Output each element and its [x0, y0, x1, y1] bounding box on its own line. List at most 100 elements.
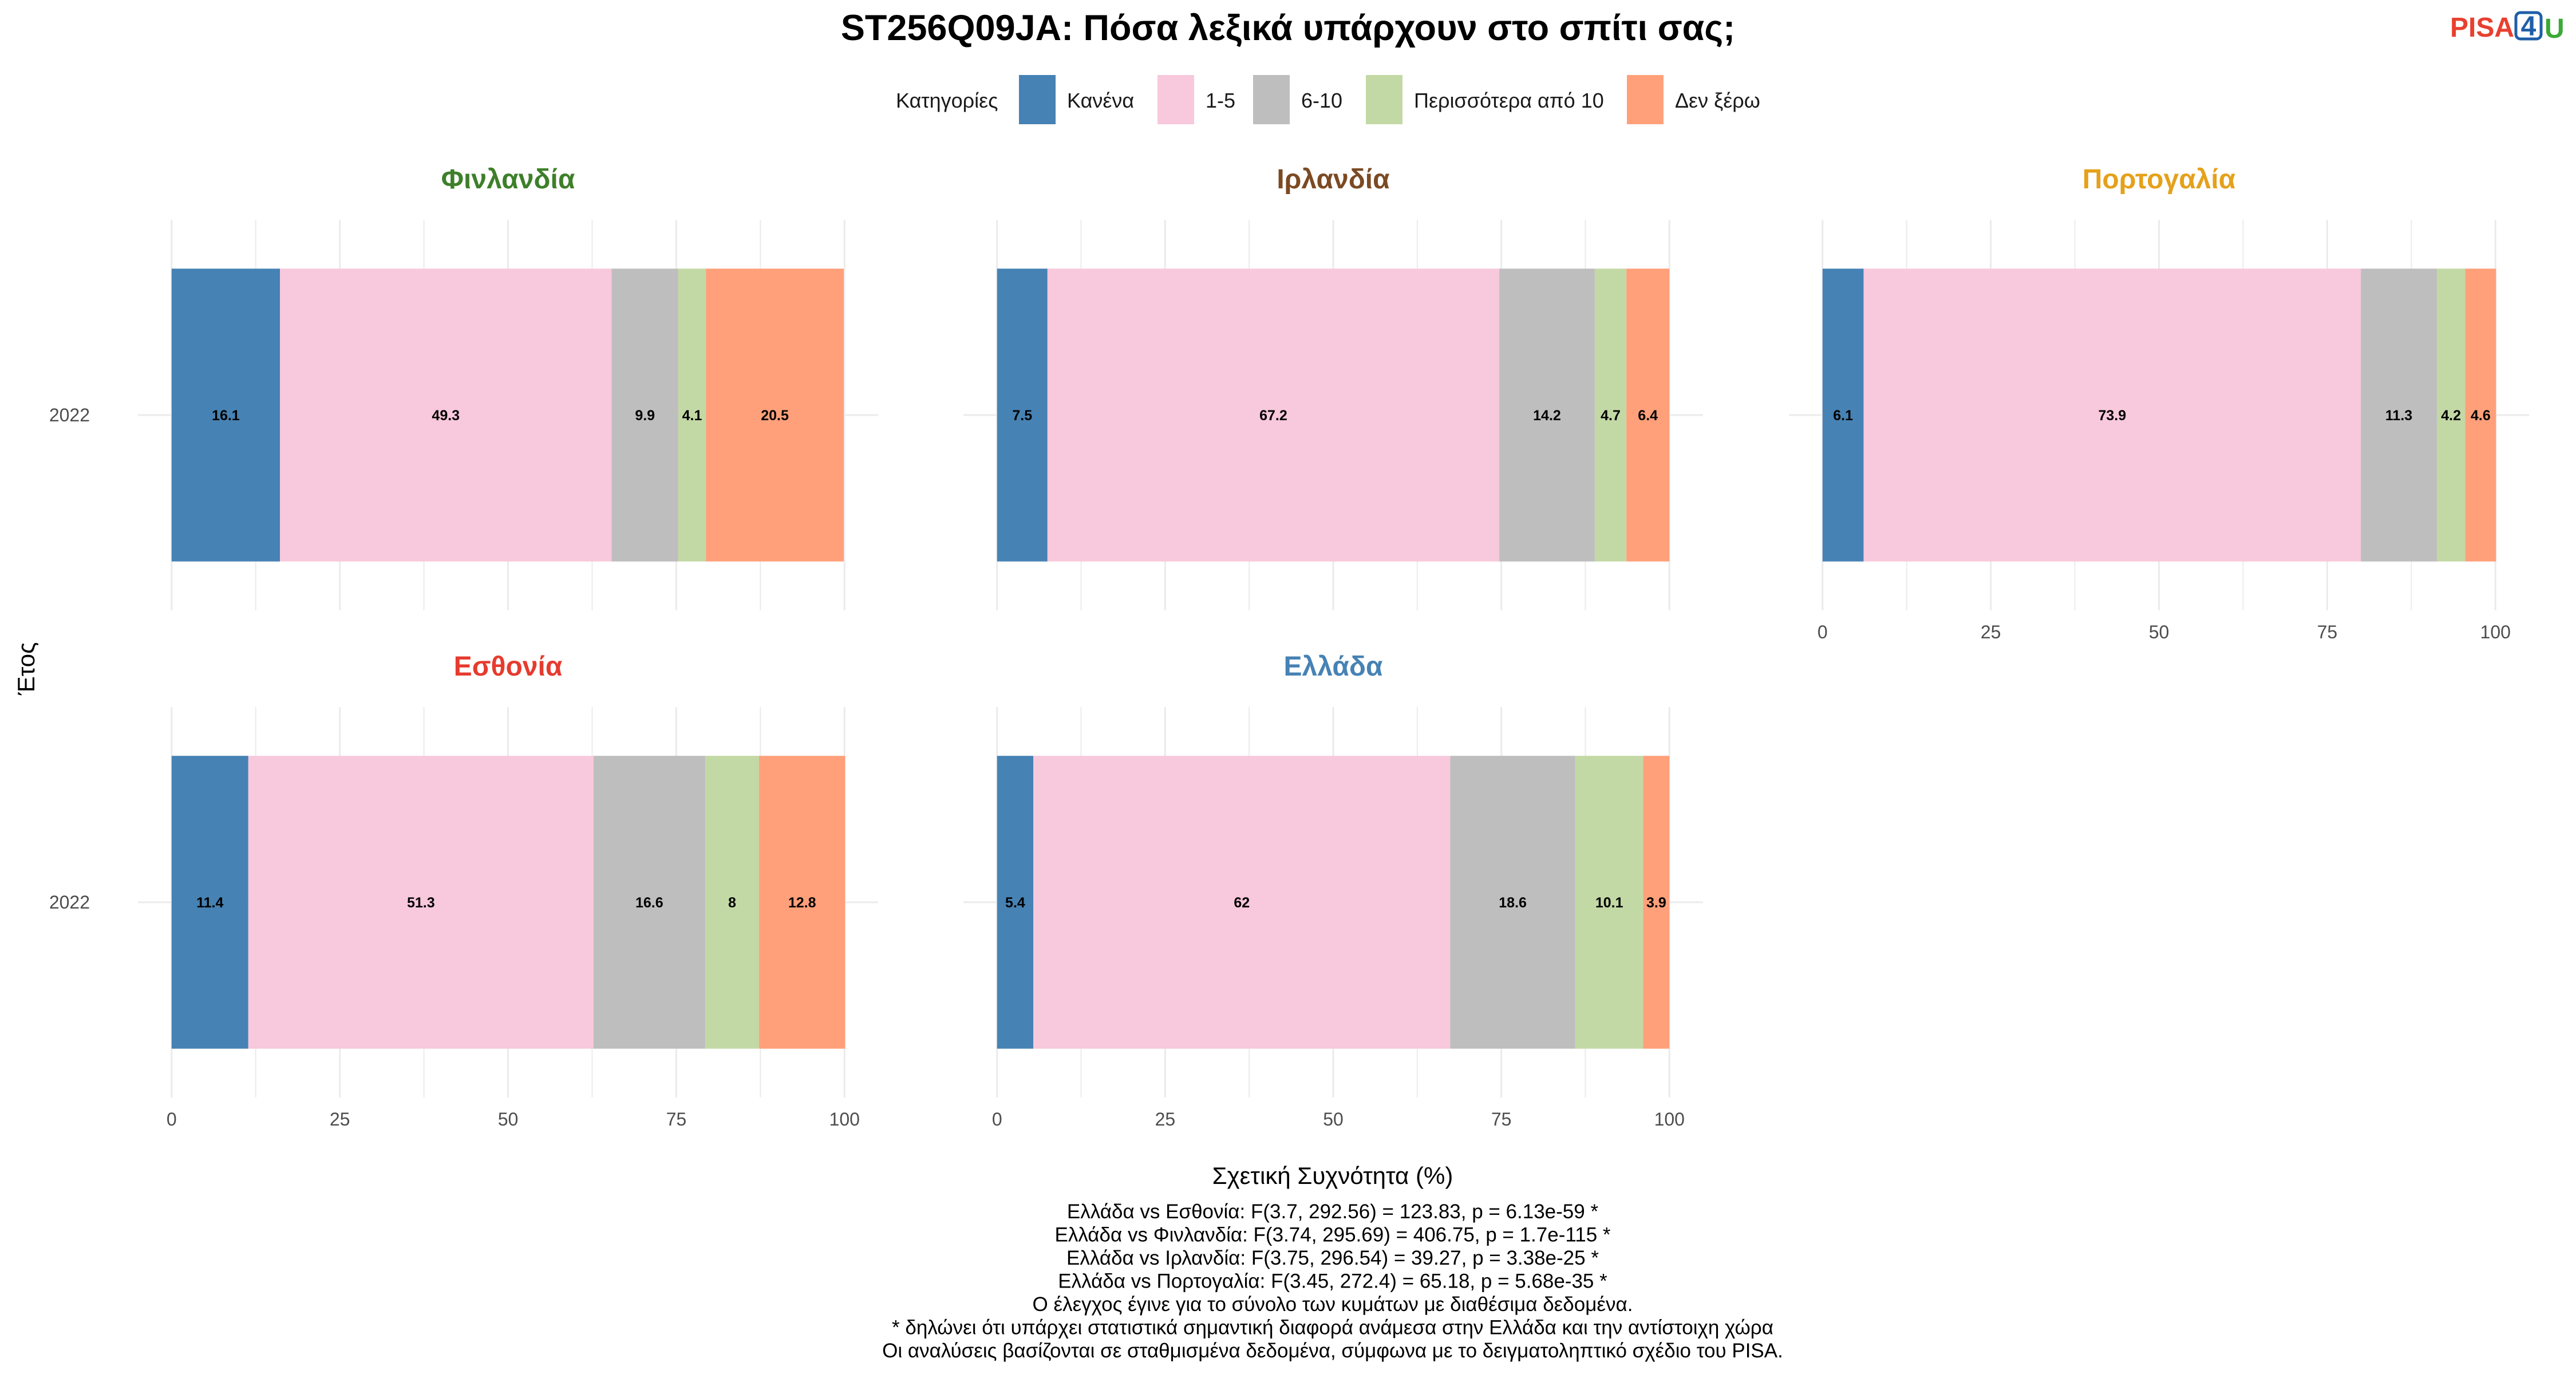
- bar-segment-4-2: [248, 756, 594, 1049]
- bar-segment-4-3: [593, 756, 705, 1049]
- x-tick-label-4-1: 0: [167, 1109, 177, 1130]
- bar-label-2-3: 14.2: [1533, 408, 1561, 424]
- legend-swatch-1: [1019, 75, 1056, 124]
- x-tick-label-4-4: 75: [666, 1109, 687, 1130]
- bar-label-1-3: 9.9: [635, 408, 655, 424]
- legend: Κατηγορίες Κανένα 1-5 6-10 Περισσότερα από 1…: [896, 75, 1760, 124]
- logo-u-text: U: [2545, 14, 2565, 44]
- panel-title-5: Ελλάδα: [1284, 652, 1383, 682]
- x-tick-label-3-1: 0: [1818, 622, 1828, 642]
- bar-segment-1-5: [706, 269, 844, 562]
- panel-4: Εσθονία 11.4 51.3 16.6 8 12.8 2022 0 25 50 75 100: [49, 652, 878, 1130]
- x-axis-title: Σχετική Συχνότητα (%): [1212, 1162, 1453, 1189]
- note-line-7: Οι αναλύσεις βασίζονται σε σταθμισμένα δ…: [882, 1340, 1783, 1362]
- bar-label-4-5: 12.8: [788, 895, 816, 911]
- x-tick-label-3-4: 75: [2317, 622, 2338, 642]
- bar-segment-2-3: [1499, 269, 1595, 562]
- bar-segment-1-3: [611, 269, 678, 562]
- bar-segment-5-2: [1033, 756, 1451, 1049]
- bar-label-3-2: 73.9: [2098, 408, 2126, 424]
- panel-5: Ελλάδα 5.4 62 18.6 10.1 3.9 0 25 50 75 100: [963, 652, 1703, 1130]
- bar-segment-1-2: [280, 269, 612, 562]
- pisa4u-logo: PISA 4 U: [2450, 11, 2565, 44]
- bar-segment-4-4: [705, 756, 759, 1049]
- chart-title: ST256Q09JA: Πόσα λεξικά υπάρχουν στο σπί…: [841, 8, 1735, 48]
- panel-title-2: Ιρλανδία: [1277, 164, 1390, 195]
- bar-segment-2-1: [997, 269, 1048, 562]
- bar-segment-5-1: [997, 756, 1034, 1049]
- bar-segment-4-1: [171, 756, 248, 1049]
- bar-segment-2-5: [1626, 269, 1670, 562]
- bar-segment-1-4: [678, 269, 706, 562]
- note-line-5: Ο έλεγχος έγινε για το σύνολο των κυμάτω…: [1033, 1293, 1633, 1316]
- bar-segment-2-2: [1047, 269, 1500, 562]
- x-tick-label-5-3: 50: [1323, 1109, 1344, 1130]
- logo-four-box: [2514, 11, 2543, 41]
- y-tick-label-1: 2022: [49, 405, 90, 425]
- bar-label-2-1: 7.5: [1012, 408, 1032, 424]
- x-tick-label-4-2: 25: [330, 1109, 350, 1130]
- panel-1: Φινλανδία 16.1 49.3 9.9 4.1 20.5 2022: [49, 164, 878, 610]
- legend-title: Κατηγορίες: [896, 89, 998, 112]
- bar-label-2-5: 6.4: [1638, 408, 1658, 424]
- bar-segment-1-1: [171, 269, 280, 562]
- y-tick-label-4: 2022: [49, 892, 90, 913]
- bar-segment-3-2: [1863, 269, 2361, 562]
- bar-segment-2-4: [1594, 269, 1627, 562]
- bar-label-5-5: 3.9: [1646, 895, 1666, 911]
- x-tick-label-4-3: 50: [498, 1109, 519, 1130]
- legend-swatch-2: [1157, 75, 1194, 124]
- bar-segment-3-5: [2465, 269, 2496, 562]
- bar-segment-3-1: [1822, 269, 1864, 562]
- bar-segment-5-4: [1575, 756, 1643, 1049]
- bar-segment-5-5: [1643, 756, 1670, 1049]
- legend-label-3: 6-10: [1301, 89, 1342, 112]
- bar-segment-3-3: [2361, 269, 2437, 562]
- x-tick-label-3-2: 25: [1981, 622, 2001, 642]
- x-tick-label-4-5: 100: [829, 1109, 860, 1130]
- bar-label-1-2: 49.3: [432, 408, 460, 424]
- panel-title-1: Φινλανδία: [441, 164, 575, 195]
- bar-label-4-3: 16.6: [635, 895, 663, 911]
- x-tick-label-5-4: 75: [1491, 1109, 1512, 1130]
- logo-four-text: 4: [2521, 11, 2537, 42]
- bar-label-3-3: 11.3: [2385, 408, 2412, 424]
- bar-segment-4-5: [758, 756, 846, 1049]
- bar-label-1-1: 16.1: [212, 408, 240, 424]
- bar-label-5-3: 18.6: [1499, 895, 1527, 911]
- bar-label-4-4: 8: [728, 895, 736, 911]
- legend-label-4: Περισσότερα από 10: [1414, 89, 1604, 112]
- x-tick-label-3-3: 50: [2149, 622, 2170, 642]
- panel-title-3: Πορτογαλία: [2083, 164, 2236, 195]
- bar-label-5-1: 5.4: [1005, 895, 1025, 911]
- legend-swatch-5: [1627, 75, 1664, 124]
- statistical-notes: Ελλάδα vs Εσθονία: F(3.7, 292.56) = 123.…: [882, 1201, 1783, 1362]
- panel-2: Ιρλανδία 7.5 67.2 14.2 4.7 6.4: [963, 164, 1703, 610]
- bar-label-5-4: 10.1: [1595, 895, 1623, 911]
- bar-label-1-5: 20.5: [761, 408, 789, 424]
- bar-label-4-2: 51.3: [407, 895, 435, 911]
- panel-title-4: Εσθονία: [454, 652, 563, 682]
- legend-label-1: Κανένα: [1067, 89, 1134, 112]
- x-tick-label-5-5: 100: [1654, 1109, 1685, 1130]
- note-line-3: Ελλάδα vs Ιρλανδία: F(3.75, 296.54) = 39…: [1066, 1247, 1599, 1269]
- legend-label-2: 1-5: [1206, 89, 1235, 112]
- y-axis-title: Έτος: [13, 642, 39, 696]
- logo-pisa-text: PISA: [2450, 13, 2514, 43]
- bar-label-2-2: 67.2: [1259, 408, 1287, 424]
- panel-3: Πορτογαλία 6.1 73.9 11.3 4.2 4.6 0 25 50 75 100: [1789, 164, 2529, 642]
- bar-segment-3-4: [2436, 269, 2466, 562]
- bar-label-5-2: 62: [1234, 895, 1250, 911]
- x-tick-label-5-2: 25: [1155, 1109, 1176, 1130]
- note-line-4: Ελλάδα vs Πορτογαλία: F(3.45, 272.4) = 6…: [1058, 1270, 1607, 1293]
- bar-label-4-1: 11.4: [196, 895, 223, 911]
- bar-label-3-4: 4.2: [2441, 408, 2461, 424]
- note-line-6: * δηλώνει ότι υπάρχει στατιστικά σημαντι…: [892, 1317, 1773, 1339]
- bar-label-3-5: 4.6: [2471, 408, 2491, 424]
- bar-label-1-4: 4.1: [682, 408, 702, 424]
- bar-segment-5-3: [1450, 756, 1575, 1049]
- legend-swatch-4: [1366, 75, 1402, 124]
- x-tick-label-5-1: 0: [992, 1109, 1002, 1130]
- x-tick-label-3-5: 100: [2480, 622, 2511, 642]
